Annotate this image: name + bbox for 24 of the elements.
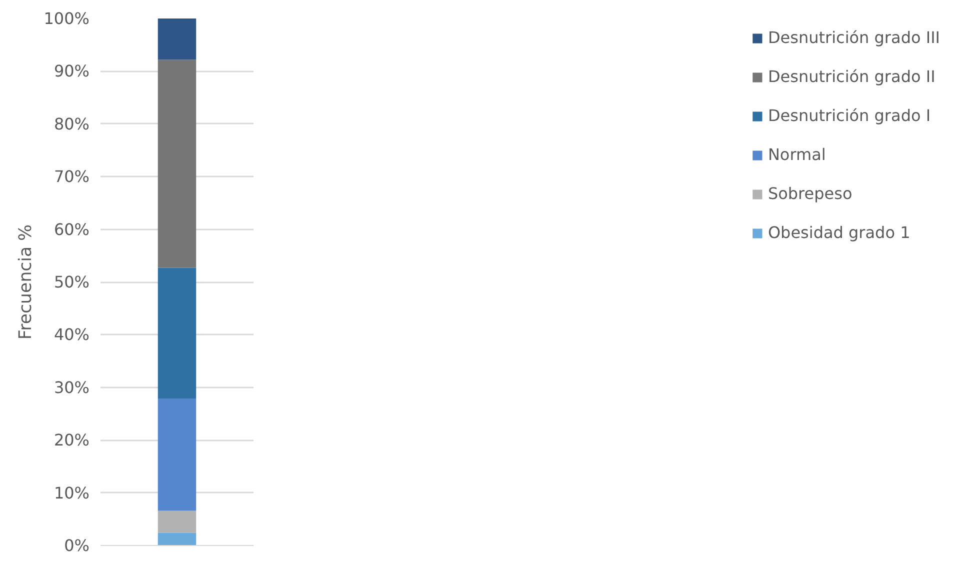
y-tick-label: 10% — [54, 483, 90, 502]
y-tick-label: 70% — [54, 167, 90, 186]
y-tick-label: 0% — [64, 536, 90, 555]
legend-label: Desnutrición grado I — [768, 106, 931, 125]
bar — [158, 18, 196, 60]
bar — [158, 60, 196, 268]
bar — [158, 268, 196, 398]
y-tick-label: 20% — [54, 430, 90, 450]
legend-label: Normal — [768, 145, 826, 164]
legend-label: Sobrepeso — [768, 184, 852, 203]
y-tick-label: 100% — [44, 9, 90, 28]
y-axis-title: Frecuencia % — [16, 224, 36, 340]
y-tick-label: 30% — [54, 378, 90, 397]
bar — [158, 532, 196, 546]
y-tick-label: 80% — [54, 114, 90, 134]
bar — [158, 398, 196, 511]
y-tick-label: 60% — [54, 220, 90, 239]
legend-label: Obesidad grado 1 — [768, 223, 910, 242]
legend-label: Desnutrición grado III — [768, 28, 940, 47]
y-tick-label: 50% — [54, 272, 90, 292]
y-tick-label: 90% — [54, 62, 90, 81]
bar — [158, 510, 196, 533]
y-tick-label: 40% — [54, 325, 90, 344]
legend-label: Desnutrición grado II — [768, 67, 936, 86]
